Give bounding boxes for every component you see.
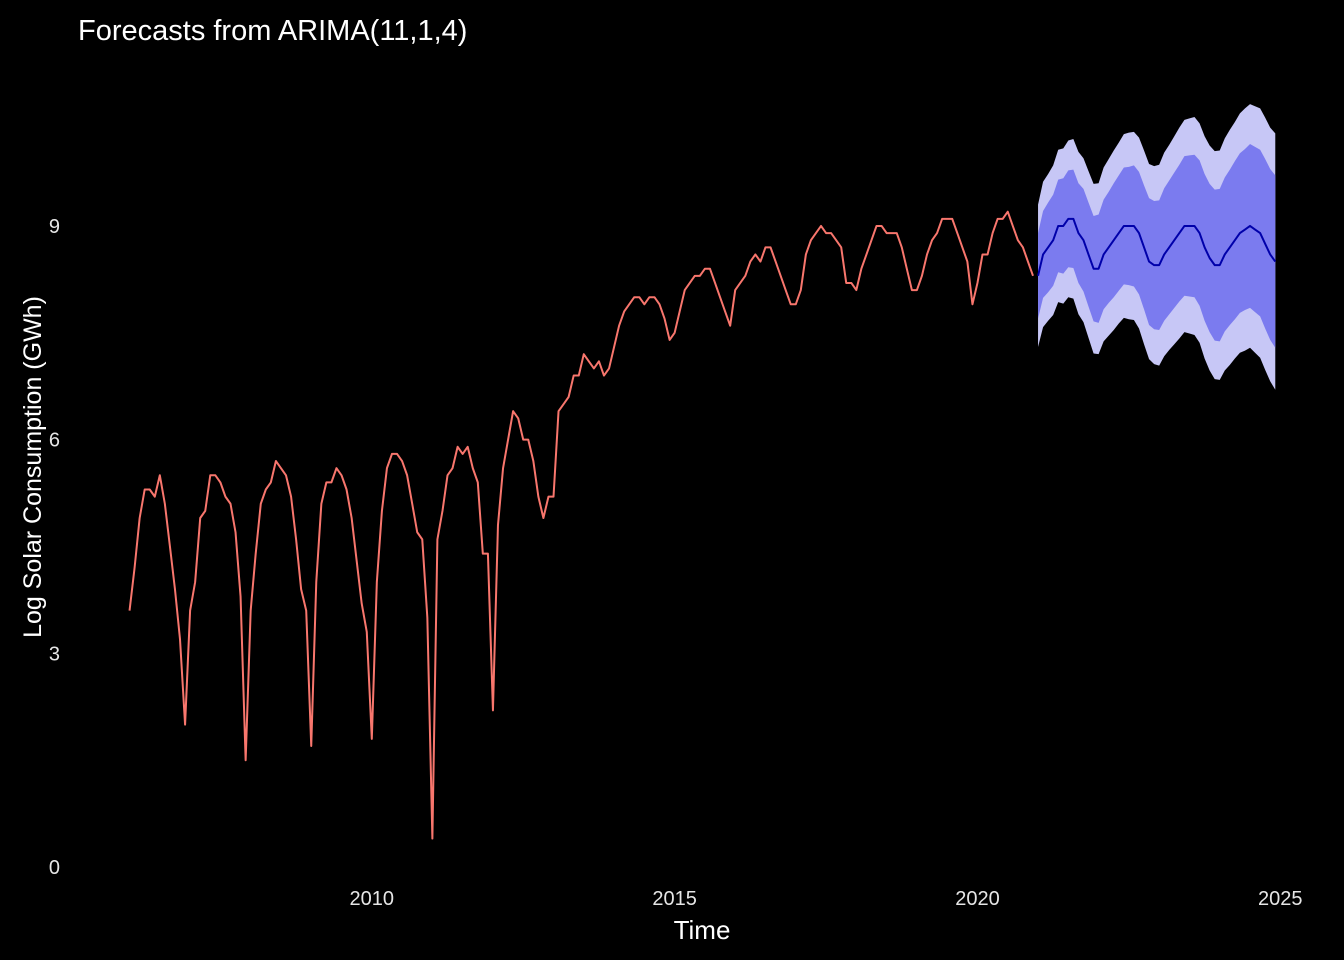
interval-80 [1038, 144, 1276, 348]
x-tick-label: 2010 [350, 888, 395, 910]
y-tick-label: 3 [49, 643, 60, 665]
chart-title: Forecasts from ARIMA(11,1,4) [78, 15, 467, 47]
y-tick-label: 9 [49, 216, 60, 238]
y-axis-title: Log Solar Consumption (GWh) [19, 296, 47, 638]
x-tick-label: 2015 [652, 888, 697, 910]
observed-line [128, 210, 1034, 840]
x-tick-label: 2025 [1258, 888, 1303, 910]
y-tick-label: 0 [49, 857, 60, 879]
x-tick-label: 2020 [955, 888, 1000, 910]
y-tick-label: 6 [49, 430, 60, 452]
x-axis-title: Time [674, 915, 731, 945]
forecast-line [1037, 217, 1277, 277]
